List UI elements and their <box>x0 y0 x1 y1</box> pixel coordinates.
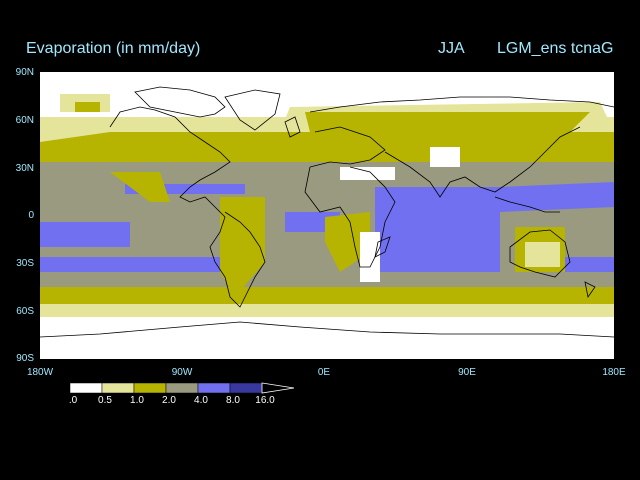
lat-label-30s: 30S <box>16 258 34 269</box>
colorbar-label: 4.0 <box>194 395 208 406</box>
field-level-4 <box>40 182 614 272</box>
colorbar-extend-arrow <box>261 382 295 394</box>
lon-label-180w: 180W <box>26 367 54 378</box>
colorbar-box <box>229 382 263 394</box>
colorbar-box <box>165 382 199 394</box>
antarctica-white <box>40 317 614 359</box>
lat-label-60n: 60N <box>15 115 34 126</box>
map-canvas <box>40 72 614 359</box>
lat-label-90n: 90N <box>15 67 34 78</box>
colorbar-box <box>197 382 231 394</box>
lat-label-0: 0 <box>28 210 34 221</box>
lat-label-30n: 30N <box>15 163 34 174</box>
map-title: Evaporation (in mm/day) <box>26 40 201 57</box>
season-label: JJA <box>438 40 465 57</box>
colorbar-box <box>133 382 167 394</box>
evaporation-map <box>40 72 614 359</box>
lon-label-180e: 180E <box>602 367 626 378</box>
colorbar-box <box>101 382 135 394</box>
field-land-dry <box>110 147 565 297</box>
colorbar-label: 8.0 <box>226 395 240 406</box>
colorbar-label: 2.0 <box>162 395 176 406</box>
colorbar-label: .0 <box>68 395 78 406</box>
lon-label-90w: 90W <box>171 367 193 378</box>
coastlines <box>40 86 614 338</box>
lat-label-90s: 90S <box>16 353 34 364</box>
colorbar-label: 0.5 <box>98 395 112 406</box>
experiment-label: LGM_ens tcnaG <box>497 40 614 57</box>
lon-label-0e: 0E <box>317 367 331 378</box>
colorbar-box <box>70 382 103 394</box>
colorbar <box>70 382 295 394</box>
lat-label-60s: 60S <box>16 306 34 317</box>
lon-label-90e: 90E <box>458 367 476 378</box>
colorbar-label: 1.0 <box>130 395 144 406</box>
colorbar-label: 16.0 <box>255 395 275 406</box>
